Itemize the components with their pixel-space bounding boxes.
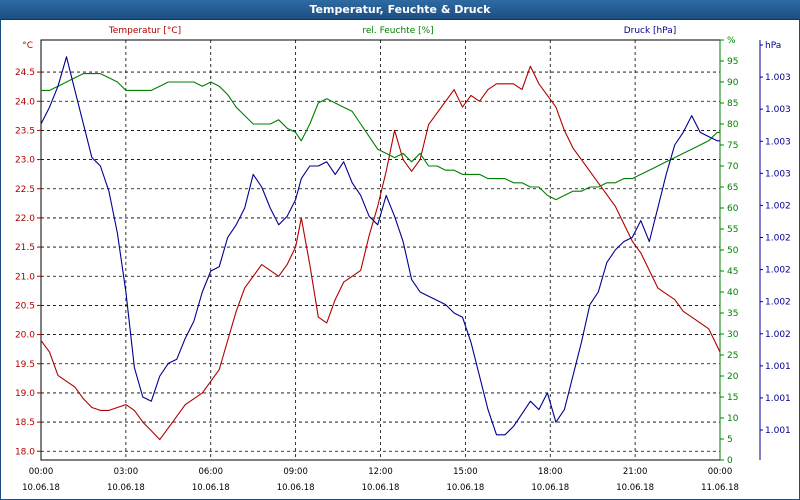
- humidity-tick-label: 50: [727, 246, 739, 256]
- temperature-tick-label: 19.5: [15, 360, 35, 370]
- humidity-tick-label: 80: [727, 120, 739, 130]
- humidity-axis-title: rel. Feuchte [%]: [362, 26, 433, 36]
- humidity-tick-label: 70: [727, 162, 739, 172]
- x-tick-label-time: 15:00: [453, 467, 478, 477]
- temperature-series-line: [40, 65, 721, 441]
- pressure-tick-label: 1.003: [765, 105, 791, 115]
- humidity-tick-label: 10: [727, 414, 739, 424]
- pressure-tick-label: 1.002: [765, 234, 791, 244]
- temperature-tick-label: 21.5: [15, 243, 35, 253]
- pressure-tick-label: 1.003: [765, 137, 791, 147]
- humidity-tick-label: 20: [727, 372, 739, 382]
- humidity-tick-label: 0: [727, 456, 733, 466]
- x-tick-label-date: 10.06.18: [107, 483, 145, 493]
- temperature-tick-label: 23.0: [15, 156, 35, 166]
- pressure-tick-label: 1.003: [765, 73, 791, 83]
- pressure-tick-label: 1.001: [765, 362, 791, 372]
- humidity-tick-label: 45: [727, 267, 738, 277]
- temperature-tick-label: 22.0: [15, 214, 35, 224]
- x-tick-label-time: 18:00: [538, 467, 563, 477]
- pressure-series-line: [40, 56, 720, 436]
- temperature-axis-title: Temperatur [°C]: [108, 26, 181, 36]
- pressure-tick-label: 1.003: [765, 169, 791, 179]
- pressure-tick-label: 1.002: [765, 201, 791, 211]
- humidity-tick-label: %: [727, 36, 736, 46]
- pressure-axis-title: Druck [hPa]: [624, 26, 677, 36]
- x-tick-label-time: 00:00: [29, 467, 54, 477]
- humidity-tick-label: 55: [727, 225, 738, 235]
- x-tick-label-time: 09:00: [283, 467, 308, 477]
- temperature-tick-label: 21.0: [15, 272, 35, 282]
- pressure-tick-label: 1.002: [765, 266, 791, 276]
- window-title: Temperatur, Feuchte & Druck: [0, 0, 800, 20]
- x-tick-label-time: 00:00: [708, 467, 733, 477]
- x-tick-label-time: 06:00: [199, 467, 224, 477]
- x-tick-label-time: 21:00: [623, 467, 648, 477]
- humidity-tick-label: 90: [727, 78, 739, 88]
- x-tick-label-date: 10.06.18: [192, 483, 230, 493]
- pressure-tick-label: 1.001: [765, 426, 791, 436]
- temperature-tick-label: 18.0: [15, 447, 35, 457]
- temperature-tick-label: 20.0: [15, 331, 35, 341]
- temperature-tick-label: 20.5: [15, 301, 35, 311]
- x-tick-label-date: 11.06.18: [701, 483, 739, 493]
- x-tick-label-date: 10.06.18: [362, 483, 400, 493]
- humidity-tick-label: 85: [727, 99, 738, 109]
- pressure-tick-label: 1.002: [765, 330, 791, 340]
- humidity-tick-label: 35: [727, 309, 738, 319]
- humidity-tick-label: 95: [727, 57, 738, 67]
- x-tick-label-date: 10.06.18: [446, 483, 484, 493]
- x-tick-label-date: 10.06.18: [616, 483, 654, 493]
- humidity-tick-label: 40: [727, 288, 739, 298]
- humidity-tick-label: 30: [727, 330, 739, 340]
- x-tick-label-date: 10.06.18: [277, 483, 315, 493]
- humidity-tick-label: 65: [727, 183, 738, 193]
- temperature-tick-label: 22.5: [15, 185, 35, 195]
- x-tick-label-time: 03:00: [114, 467, 139, 477]
- humidity-tick-label: 5: [727, 435, 733, 445]
- pressure-tick-label: hPa: [765, 41, 781, 51]
- pressure-tick-label: 1.002: [765, 298, 791, 308]
- x-tick-label-time: 12:00: [368, 467, 393, 477]
- x-tick-label-date: 10.06.18: [531, 483, 569, 493]
- x-tick-label-date: 10.06.18: [22, 483, 60, 493]
- humidity-tick-label: 60: [727, 204, 739, 214]
- pressure-tick-label: 1.001: [765, 394, 791, 404]
- temperature-tick-label: 24.0: [15, 97, 35, 107]
- temperature-tick-label: 19.0: [15, 389, 35, 399]
- temperature-tick-label: 23.5: [15, 126, 35, 136]
- humidity-series-line: [41, 73, 720, 201]
- humidity-tick-label: 15: [727, 393, 738, 403]
- temperature-tick-label: 18.5: [15, 418, 35, 428]
- humidity-tick-label: 75: [727, 141, 738, 151]
- temperature-unit-label: °C: [22, 41, 33, 51]
- temperature-tick-label: 24.5: [15, 68, 35, 78]
- humidity-tick-label: 25: [727, 351, 738, 361]
